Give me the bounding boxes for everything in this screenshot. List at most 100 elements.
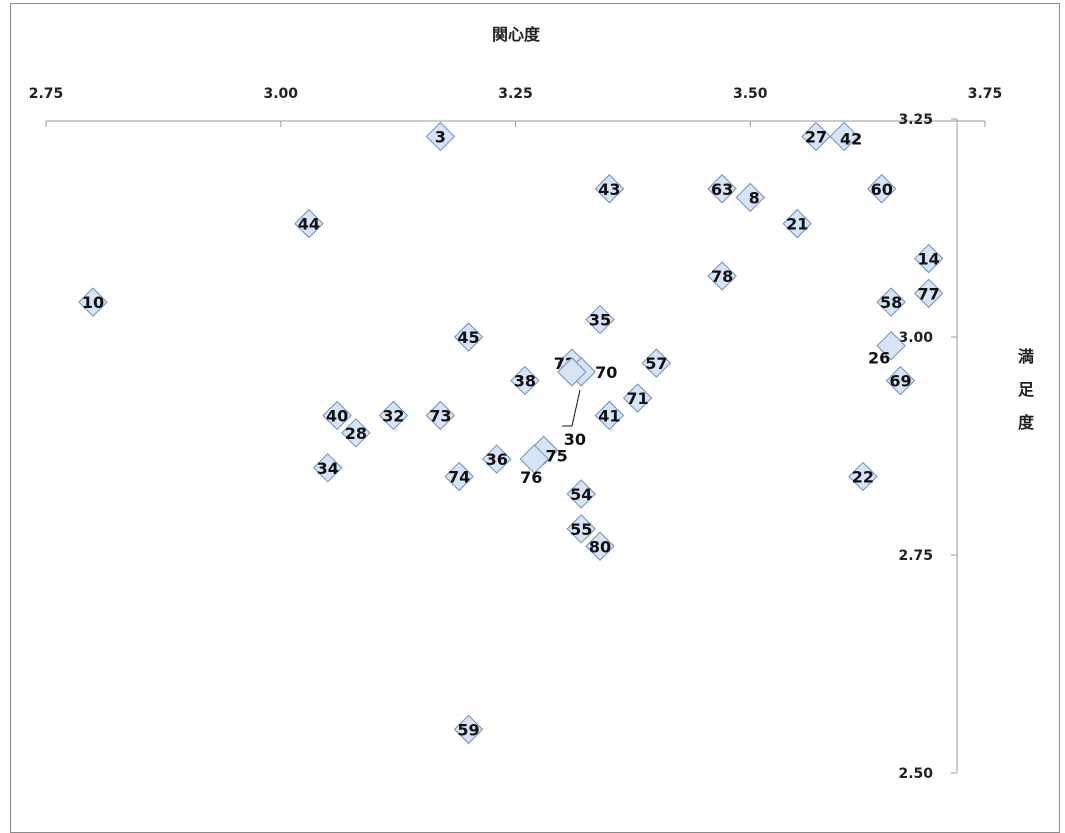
- data-point: 58: [876, 287, 906, 317]
- x-tick-label: 3.00: [263, 86, 298, 102]
- data-point-marker: [876, 287, 906, 317]
- data-point-label: 71: [626, 389, 648, 408]
- data-point-label: 55: [570, 520, 592, 539]
- data-point-label: 80: [589, 537, 611, 556]
- data-point: 74: [444, 461, 474, 492]
- x-tick-label: 3.75: [968, 86, 1003, 102]
- data-point-label: 57: [645, 354, 667, 373]
- data-point-label: 41: [598, 406, 620, 425]
- data-point-marker: [453, 322, 484, 352]
- data-point: 8: [735, 182, 765, 213]
- data-point-label: 28: [345, 424, 367, 443]
- data-point: 60: [867, 174, 897, 204]
- data-point-label: 63: [711, 180, 733, 199]
- data-point: 3: [425, 121, 456, 152]
- data-point-marker: [444, 461, 474, 492]
- y-axis-title-text: 満足度: [1018, 347, 1035, 432]
- data-point-label: 78: [711, 267, 733, 286]
- data-point-label: 43: [598, 180, 620, 199]
- data-point-marker: [425, 400, 456, 431]
- x-tick-label: 3.50: [733, 86, 768, 102]
- data-point: 35: [585, 304, 615, 335]
- data-point-marker: [322, 400, 352, 431]
- x-tick-label: 3.25: [498, 86, 533, 102]
- y-axis-title-char: 度: [1018, 413, 1035, 432]
- data-point: 41: [594, 400, 625, 431]
- data-point-label: 77: [918, 284, 940, 303]
- data-point-marker: [425, 121, 456, 152]
- data-point-marker: [294, 208, 324, 239]
- x-axis: 2.75 3.00 3.25 3.50 3.75: [29, 86, 1003, 127]
- y-axis-title-char: 足: [1018, 380, 1035, 399]
- data-point-label: 73: [429, 406, 451, 425]
- data-point: 26: [868, 331, 906, 368]
- data-point-marker: [848, 461, 878, 492]
- data-point-marker: [566, 479, 596, 509]
- data-point-label: 14: [918, 250, 940, 269]
- data-point-label: 54: [570, 485, 592, 504]
- data-point-label: 35: [589, 311, 611, 330]
- data-point: 80: [585, 531, 615, 561]
- data-point-marker: [566, 514, 596, 544]
- y-axis-title: 満足度: [1018, 347, 1035, 432]
- data-point-marker: [801, 121, 831, 152]
- data-point-marker: [594, 400, 625, 431]
- data-point: 27: [801, 121, 831, 152]
- data-point: 40: [322, 400, 352, 431]
- data-point: 10: [78, 287, 108, 317]
- data-point-label: 58: [880, 293, 902, 312]
- data-point-label: 45: [457, 328, 479, 347]
- data-point: 63: [707, 174, 737, 204]
- data-point-marker: [519, 444, 549, 474]
- data-point-marker: [594, 174, 625, 204]
- data-point-marker: [312, 453, 343, 483]
- chart-frame: [10, 3, 1060, 833]
- data-point-marker: [735, 182, 765, 213]
- data-point-label: 10: [82, 293, 104, 312]
- data-point: 30: [557, 357, 587, 449]
- data-point-label: 75: [546, 446, 568, 465]
- data-point-marker: [829, 121, 859, 152]
- data-point-label: 40: [326, 406, 348, 425]
- data-point-label: 32: [382, 406, 404, 425]
- data-point: 45: [453, 322, 484, 352]
- data-point-marker: [876, 331, 906, 361]
- data-point: 28: [341, 418, 371, 448]
- data-point: 78: [707, 261, 737, 291]
- data-point-marker: [867, 174, 897, 204]
- x-axis-title: 関心度: [492, 25, 541, 44]
- data-point-marker: [510, 365, 540, 396]
- data-point: 43: [594, 174, 625, 204]
- y-tick-label: 2.75: [898, 548, 933, 564]
- data-point: 44: [294, 208, 324, 239]
- data-point: 34: [312, 453, 343, 483]
- data-point-marker: [641, 348, 672, 378]
- label-leader-line: [571, 389, 581, 427]
- data-point-label: 60: [871, 180, 893, 199]
- y-axis: 3.25 3.00 2.75 2.50: [898, 112, 958, 782]
- data-point-label: 21: [786, 215, 808, 234]
- data-point-label: 59: [457, 720, 479, 739]
- data-point-marker: [78, 287, 108, 317]
- data-point-marker: [885, 365, 916, 396]
- data-point-label: 44: [298, 215, 320, 234]
- data-point-marker: [585, 531, 615, 561]
- y-axis-title-char: 満: [1018, 347, 1034, 366]
- data-point-label: 30: [564, 430, 586, 449]
- data-point: 14: [913, 243, 944, 274]
- data-point-label: 22: [852, 468, 874, 487]
- data-point: 22: [848, 461, 878, 492]
- data-point-marker: [378, 400, 409, 431]
- data-point: 32: [378, 400, 409, 431]
- data-point-marker: [707, 261, 737, 291]
- data-point-label: 76: [520, 468, 542, 487]
- data-point: 54: [566, 479, 596, 509]
- data-point: 36: [482, 444, 512, 474]
- data-point-marker: [782, 208, 812, 239]
- data-point-marker: [913, 243, 944, 274]
- data-point: 71: [622, 383, 653, 413]
- data-point-label: 38: [514, 372, 536, 391]
- data-point: 73: [425, 400, 456, 431]
